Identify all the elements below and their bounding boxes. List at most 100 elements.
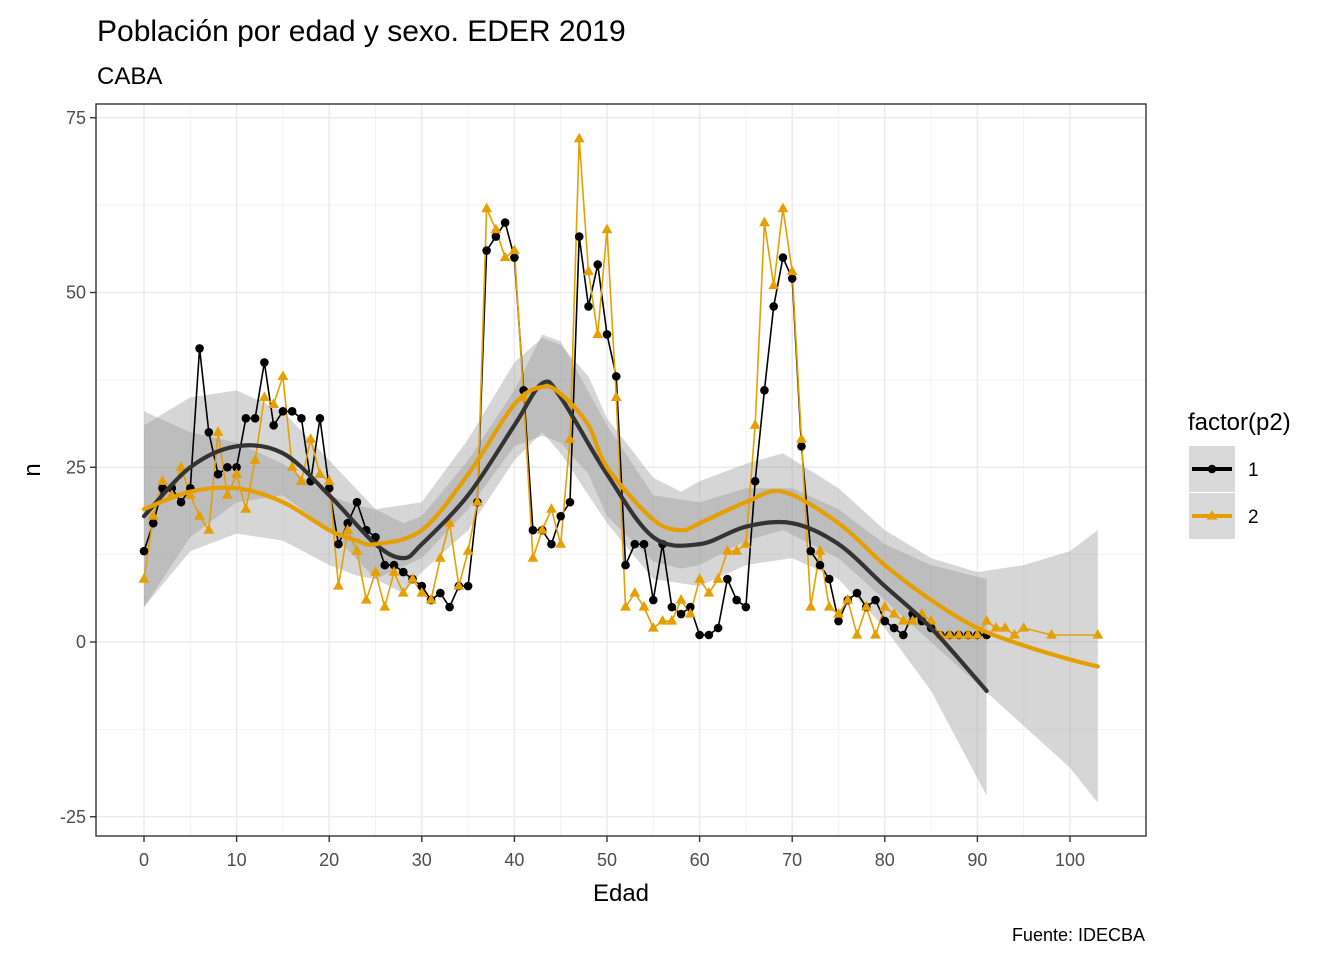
point-series-2	[897, 615, 909, 625]
point-series-1	[241, 414, 251, 423]
point-series-1	[871, 595, 880, 605]
point-series-2	[777, 202, 789, 213]
point-series-2	[684, 608, 696, 618]
point-series-2	[416, 587, 428, 597]
point-series-1	[639, 539, 649, 549]
point-series-2	[509, 244, 520, 255]
chart-caption: Fuente: IDECBA	[1012, 925, 1145, 945]
point-series-2	[879, 601, 891, 611]
point-series-1	[195, 344, 204, 353]
point-series-1	[510, 253, 519, 262]
y-tick-label: -25	[60, 807, 86, 827]
x-tick-label: 50	[597, 850, 617, 870]
point-series-2	[240, 503, 252, 513]
point-series-2	[740, 538, 752, 548]
point-series-2	[860, 601, 872, 611]
x-tick-label: 90	[967, 850, 987, 870]
point-series-1	[260, 358, 269, 367]
point-series-1	[787, 274, 797, 283]
point-series-2	[138, 573, 150, 583]
x-tick-label: 60	[690, 850, 710, 870]
point-series-1	[176, 497, 186, 507]
point-series-2	[360, 594, 372, 604]
point-series-2	[657, 615, 668, 625]
point-series-1	[880, 616, 890, 626]
point-series-1	[732, 595, 741, 605]
point-series-2	[258, 391, 270, 401]
grid-minor	[96, 104, 1146, 836]
point-series-2	[925, 615, 937, 625]
point-series-2	[203, 524, 215, 534]
point-series-1	[713, 623, 723, 633]
point-series-2	[221, 489, 233, 499]
point-series-1	[723, 574, 732, 584]
point-series-1	[852, 588, 862, 598]
point-series-2	[731, 545, 743, 555]
point-series-2	[481, 202, 493, 213]
point-series-2	[759, 216, 770, 227]
point-series-1	[343, 518, 353, 528]
x-tick-label: 100	[1055, 850, 1085, 870]
point-series-2	[888, 608, 900, 618]
point-series-2	[814, 545, 826, 555]
x-tick-label: 80	[875, 850, 895, 870]
point-series-2	[268, 398, 280, 408]
point-series-1	[232, 462, 241, 472]
point-series-2	[972, 629, 983, 639]
y-axis-title: n	[19, 463, 46, 476]
point-series-2	[768, 279, 780, 290]
point-series-2	[851, 629, 863, 639]
point-series-1	[769, 302, 778, 311]
point-series-1	[436, 588, 445, 598]
point-series-2	[842, 594, 854, 604]
x-tick-label: 40	[504, 850, 524, 870]
point-series-2	[323, 475, 335, 485]
point-series-1	[315, 414, 325, 423]
point-series-1	[630, 539, 640, 549]
point-series-1	[565, 497, 575, 507]
point-series-1	[528, 525, 538, 535]
point-series-2	[981, 615, 993, 625]
point-series-1	[760, 386, 769, 395]
point-series-2	[184, 489, 196, 499]
point-series-1	[250, 414, 260, 423]
point-series-2	[675, 594, 687, 604]
y-tick-label: 25	[66, 457, 86, 477]
x-tick-label: 20	[319, 850, 339, 870]
point-series-2	[175, 461, 187, 471]
point-series-2	[721, 545, 733, 555]
point-series-2	[333, 580, 344, 590]
point-series-2	[490, 223, 502, 234]
point-series-2	[564, 433, 576, 443]
point-series-2	[583, 265, 594, 276]
point-series-2	[231, 468, 242, 478]
point-series-2	[157, 475, 168, 485]
point-series-2	[1046, 629, 1057, 639]
point-series-2	[314, 468, 326, 478]
point-series-2	[527, 552, 539, 562]
point-series-1	[389, 560, 399, 570]
point-series-2	[823, 601, 835, 611]
point-series-1	[482, 246, 491, 255]
point-series-2	[296, 475, 307, 485]
point-series-1	[463, 581, 473, 591]
point-series-2	[147, 510, 159, 520]
point-series-2	[712, 573, 724, 583]
x-tick-label: 10	[227, 850, 247, 870]
legend-label-1: 1	[1248, 460, 1259, 481]
point-series-1	[621, 560, 630, 570]
point-series-2	[546, 503, 557, 513]
point-series-1	[574, 232, 584, 241]
y-axis: -25 0 25 50 75	[60, 108, 96, 827]
point-series-1	[806, 546, 816, 556]
point-series-1	[704, 630, 714, 640]
smooth-lines	[141, 379, 1100, 694]
point-series-2	[601, 223, 613, 234]
point-series-1	[380, 560, 390, 570]
point-series-2	[620, 601, 631, 611]
point-series-1	[278, 407, 288, 416]
point-series-1	[500, 218, 510, 227]
point-series-2	[990, 622, 1002, 632]
point-series-1	[352, 497, 362, 507]
